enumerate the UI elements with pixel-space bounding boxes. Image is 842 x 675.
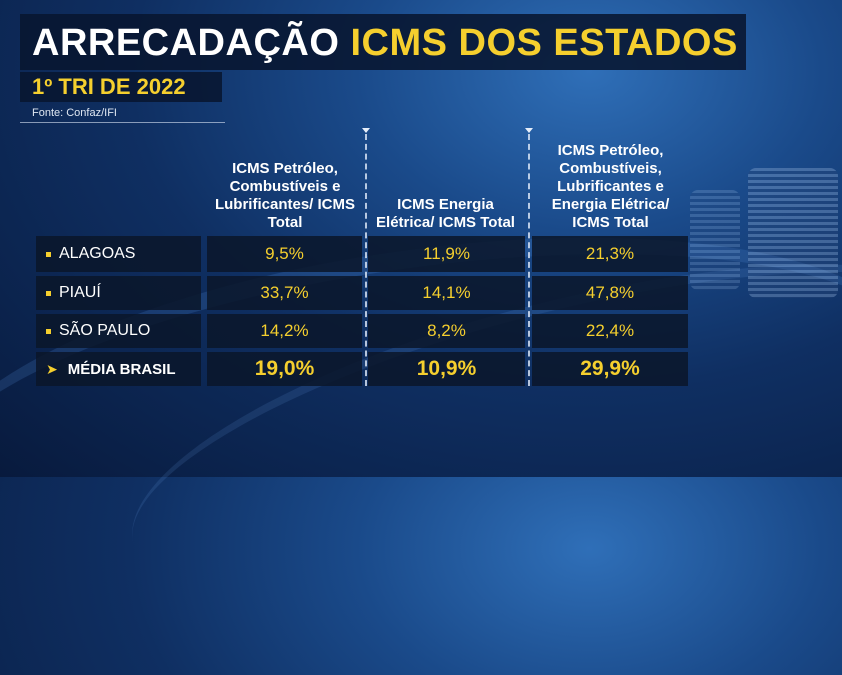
bullet-icon <box>46 328 51 334</box>
table-cell: 33,7% <box>207 276 362 310</box>
table-cell: 21,3% <box>532 236 688 272</box>
table-cell: 14,1% <box>368 276 525 310</box>
page-title: ARRECADAÇÃO ICMS DOS ESTADOS <box>32 22 738 65</box>
title-bar <box>20 14 746 70</box>
table-cell: 47,8% <box>532 276 688 310</box>
divider-arrow <box>525 128 533 133</box>
chevron-right-icon: ➤ <box>46 360 58 377</box>
row-label-sao-paulo: SÃO PAULO <box>36 314 201 348</box>
average-cell: 19,0% <box>207 352 362 386</box>
row-label-piaui: PIAUÍ <box>36 276 201 310</box>
row-label-text: MÉDIA BRASIL <box>67 360 176 378</box>
bullet-icon <box>46 290 51 296</box>
subtitle-bar <box>20 72 222 102</box>
coin-stack-image <box>690 190 740 290</box>
average-cell: 29,9% <box>532 352 688 386</box>
column-header-total: ICMS Petróleo, Combustíveis, Lubrificant… <box>551 142 670 231</box>
column-divider <box>528 134 530 386</box>
source-divider <box>20 122 225 123</box>
column-header-energia: ICMS Energia Elétrica/ ICMS Total <box>376 196 515 231</box>
table-cell: 22,4% <box>532 314 688 348</box>
table-cell: 8,2% <box>368 314 525 348</box>
title-yellow: ICMS DOS ESTADOS <box>350 22 738 64</box>
divider-arrow <box>362 128 370 133</box>
subtitle: 1º TRI DE 2022 <box>32 74 186 99</box>
table-cell: 14,2% <box>207 314 362 348</box>
column-divider <box>365 134 367 386</box>
table-cell: 11,9% <box>368 236 525 272</box>
title-white: ARRECADAÇÃO <box>32 22 340 64</box>
row-label-text: SÃO PAULO <box>59 322 151 339</box>
row-label-text: ALAGOAS <box>59 245 136 262</box>
bullet-icon <box>46 251 51 257</box>
column-header-petroleo: ICMS Petróleo, Combustíveis e Lubrifican… <box>214 160 356 231</box>
coin-stack-image <box>748 168 838 298</box>
row-label-alagoas: ALAGOAS <box>36 236 201 272</box>
table-cell: 9,5% <box>207 236 362 272</box>
source-note: Fonte: Confaz/IFI <box>32 107 117 119</box>
row-label-text: PIAUÍ <box>59 284 101 301</box>
average-cell: 10,9% <box>368 352 525 386</box>
row-label-media-brasil: ➤ MÉDIA BRASIL <box>36 352 201 386</box>
